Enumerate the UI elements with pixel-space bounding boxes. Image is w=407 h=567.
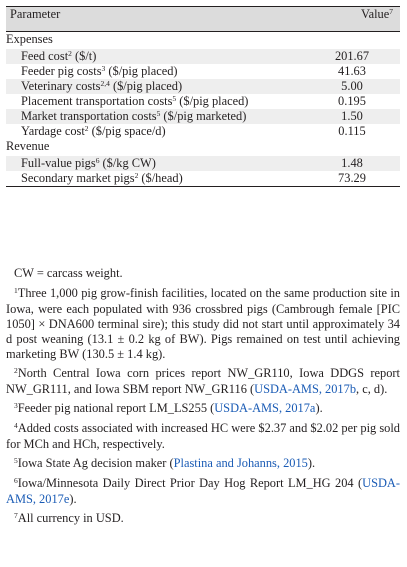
table-row: Secondary market pigs2 ($/head) 73.29 (6, 171, 400, 187)
row-value: 1.48 (304, 156, 400, 171)
footnote-1: 1Three 1,000 pig grow-finish facilities,… (6, 286, 400, 361)
cost-parameters-table: Parameter Value7 Expenses Feed cost2 ($/… (6, 6, 400, 187)
footnote-5: 5Iowa State Ag decision maker (Plastina … (14, 456, 316, 470)
section-row-expenses: Expenses (6, 32, 400, 50)
row-label: Market transportation costs5 ($/pig mark… (6, 109, 304, 124)
table-row: Placement transportation costs5 ($/pig p… (6, 94, 400, 109)
citation-link[interactable]: USDA-AMS, 2017b (254, 382, 357, 396)
section-title: Revenue (6, 139, 50, 153)
table-row: Veterinary costs2,4 ($/pig placed) 5.00 (6, 79, 400, 94)
row-value: 1.50 (304, 109, 400, 124)
table-row: Yardage cost2 ($/pig space/d) 0.115 (6, 124, 400, 139)
table-row: Market transportation costs5 ($/pig mark… (6, 109, 400, 124)
footnote-4: 4Added costs associated with increased H… (6, 421, 400, 451)
table-row: Feed cost2 ($/t) 201.67 (6, 49, 400, 64)
row-label: Placement transportation costs5 ($/pig p… (21, 94, 249, 108)
row-label: Feeder pig costs3 ($/pig placed) (21, 64, 178, 78)
row-label: Yardage cost2 ($/pig space/d) (21, 124, 166, 138)
section-row-revenue: Revenue (6, 139, 400, 156)
footnote-2: 2North Central Iowa corn prices report N… (6, 366, 400, 396)
citation-link[interactable]: USDA-AMS, 2017e (6, 476, 400, 506)
citation-link[interactable]: USDA-AMS, 2017a (214, 401, 316, 415)
row-value: 41.63 (338, 64, 366, 78)
value-column-header: Value7 (304, 6, 400, 32)
row-value: 5.00 (304, 79, 400, 94)
row-label: Feed cost2 ($/t) (6, 49, 304, 64)
footnote-3: 3Feeder pig national report LM_LS255 (US… (14, 401, 323, 415)
row-label: Veterinary costs2,4 ($/pig placed) (6, 79, 304, 94)
table-row: Feeder pig costs3 ($/pig placed) 41.63 (6, 64, 400, 79)
footnote-6: 6Iowa/Minnesota Daily Direct Prior Day H… (6, 476, 400, 506)
parameter-column-header: Parameter (6, 6, 304, 32)
row-value: 0.195 (338, 94, 366, 108)
table-notes: CW = carcass weight. 1Three 1,000 pig gr… (6, 266, 400, 531)
section-title: Expenses (6, 32, 53, 46)
row-label: Full-value pigs6 ($/kg CW) (6, 156, 304, 171)
row-value: 201.67 (304, 49, 400, 64)
row-value: 73.29 (304, 171, 400, 187)
footnote-7: 7All currency in USD. (14, 511, 124, 525)
abbreviation-note: CW = carcass weight. (14, 266, 123, 280)
table-row: Full-value pigs6 ($/kg CW) 1.48 (6, 156, 400, 171)
citation-link[interactable]: Plastina and Johanns, 2015 (173, 456, 308, 470)
table-header-row: Parameter Value7 (6, 6, 400, 32)
row-label: Secondary market pigs2 ($/head) (6, 171, 304, 187)
row-value: 0.115 (338, 124, 366, 138)
